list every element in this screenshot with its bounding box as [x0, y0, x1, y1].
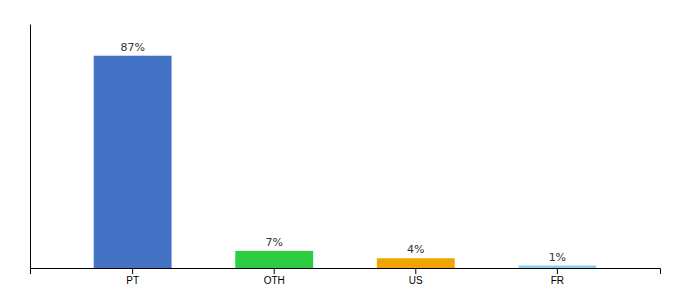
data-label: 7%	[265, 236, 282, 249]
bar	[94, 56, 172, 268]
data-label: 4%	[407, 243, 424, 256]
x-tick: PT	[126, 268, 139, 286]
x-tick-label: FR	[551, 275, 564, 286]
y-axis-line	[30, 25, 31, 269]
bars	[94, 56, 597, 268]
bar	[377, 258, 455, 268]
x-tick-mark	[415, 268, 416, 274]
x-tick-label: PT	[126, 275, 139, 286]
x-axis-line	[31, 269, 661, 275]
bar	[235, 251, 313, 268]
x-tick: US	[409, 268, 423, 286]
data-label: 1%	[549, 251, 566, 264]
x-tick-mark	[132, 268, 133, 274]
y-axis	[30, 25, 31, 269]
x-tick-label: OTH	[264, 275, 285, 286]
bar	[518, 266, 596, 268]
x-tick: FR	[551, 268, 564, 286]
data-labels: 87% 7% 4% 1%	[120, 41, 566, 264]
x-tick-mark	[557, 268, 558, 274]
plot: PT OTH US FR 87% 7% 4% 1%	[31, 25, 661, 287]
x-tick-mark	[274, 268, 275, 274]
x-tick: OTH	[264, 268, 285, 286]
data-label: 87%	[120, 41, 144, 54]
x-tick-label: US	[409, 275, 423, 286]
x-axis: PT OTH US FR	[31, 268, 661, 286]
chart: PT OTH US FR 87% 7% 4% 1%	[0, 0, 680, 300]
